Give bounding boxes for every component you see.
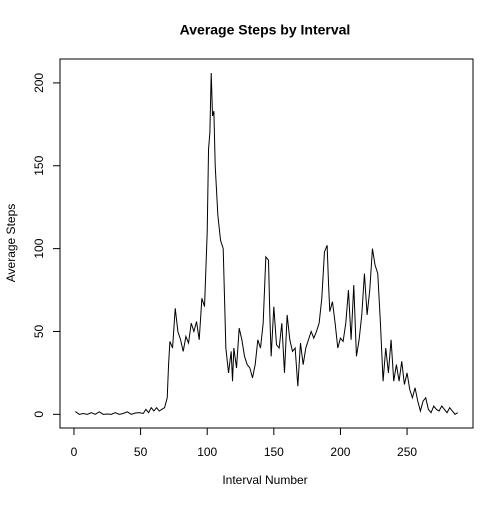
x-tick-label: 0	[71, 445, 78, 459]
plot-frame	[59, 58, 474, 429]
y-tick-label: 200	[32, 73, 46, 93]
chart-title: Average Steps by Interval	[180, 22, 351, 38]
x-tick-label: 100	[197, 445, 217, 459]
y-tick-label: 0	[32, 411, 46, 418]
y-tick-label: 150	[32, 155, 46, 175]
x-tick-label: 250	[397, 445, 417, 459]
x-tick-label: 150	[264, 445, 284, 459]
y-axis-label: Average Steps	[4, 204, 18, 283]
line-series	[75, 72, 458, 415]
y-tick-label: 100	[32, 238, 46, 258]
x-tick-label: 200	[330, 445, 350, 459]
x-axis-label: Interval Number	[222, 473, 307, 487]
y-tick-label: 50	[32, 324, 46, 338]
x-tick-label: 50	[134, 445, 148, 459]
